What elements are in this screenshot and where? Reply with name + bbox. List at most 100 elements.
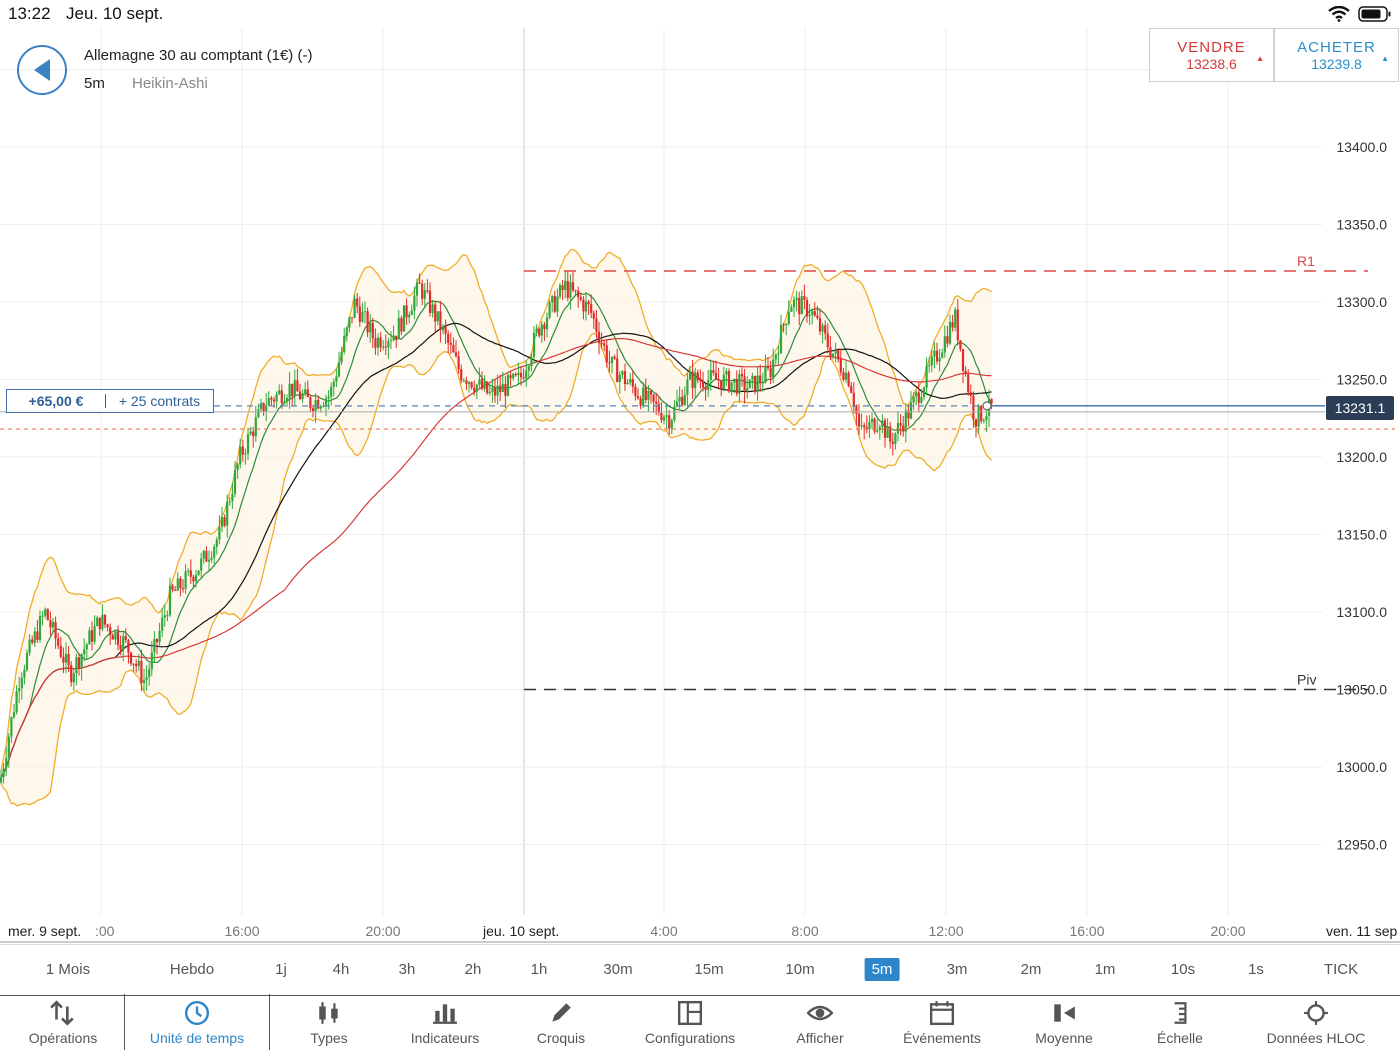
candle-body [254, 417, 257, 437]
buy-button[interactable]: ACHETER 13239.8 ▲ [1274, 28, 1399, 82]
candle-body [465, 380, 468, 384]
bar-chart-icon [433, 1004, 457, 1024]
candle-body [402, 305, 406, 332]
tool-label: Unité de temps [149, 1030, 245, 1046]
candle-body [350, 317, 354, 319]
candle-body [311, 408, 315, 412]
timeframe-2m[interactable]: 2m [1021, 945, 1042, 995]
sell-button[interactable]: VENDRE 13238.6 ▲ [1149, 28, 1274, 82]
candle-body [722, 374, 725, 390]
x-tick-label: 12:00 [928, 923, 963, 939]
candle-body [774, 354, 777, 360]
timeframe-15m[interactable]: 15m [694, 945, 723, 995]
candle-body [215, 539, 218, 547]
tool-bar-chart[interactable]: Indicateurs [385, 996, 505, 1051]
candle-body [233, 470, 237, 494]
candle-body [413, 295, 416, 311]
candle-body [382, 346, 385, 348]
timeframe-30m[interactable]: 30m [603, 945, 632, 995]
candle-body [904, 410, 907, 432]
timeframe-1m[interactable]: 1m [1095, 945, 1116, 995]
candle-body [980, 405, 983, 422]
candle-body [114, 631, 117, 640]
candle-body [821, 325, 824, 332]
candle-body [457, 356, 460, 370]
candle-body [168, 585, 172, 616]
candle-body [181, 588, 185, 590]
x-tick-label: 20:00 [365, 923, 400, 939]
timeframe-1-mois[interactable]: 1 Mois [46, 945, 90, 995]
eye-icon [807, 1005, 833, 1021]
x-tick-label: mer. 9 sept. [8, 923, 81, 939]
candle-body [194, 575, 198, 582]
tool-average[interactable]: Moyenne [1004, 996, 1124, 1051]
position-label[interactable]: +65,00 € + 25 contrats [6, 389, 214, 413]
candle-body [707, 379, 710, 390]
tool-pencil[interactable]: Croquis [501, 996, 621, 1051]
timeframe-3m[interactable]: 3m [947, 945, 968, 995]
candle-body [384, 346, 387, 348]
tool-scale[interactable]: Échelle [1120, 996, 1240, 1051]
candle-body [246, 434, 250, 454]
status-time: 13:22 [8, 4, 51, 23]
candle-body [161, 617, 164, 631]
timeframe-1h[interactable]: 1h [531, 945, 548, 995]
candle-body [681, 396, 684, 405]
candle-body [766, 366, 770, 369]
price-chart[interactable]: 13400.0 13350.0 13300.0 13250.0 13200.0 13150… [0, 28, 1400, 944]
timeframe-1s[interactable]: 1s [1248, 945, 1264, 995]
candle-body [356, 298, 359, 307]
tool-clock[interactable]: Unité de temps [137, 996, 257, 1051]
tool-calendar[interactable]: Événements [882, 996, 1002, 1051]
status-icons [1328, 6, 1392, 22]
timeframe-hebdo[interactable]: Hebdo [170, 945, 214, 995]
candle-body [618, 374, 621, 382]
candle-body [348, 317, 351, 328]
timeframe-tick[interactable]: TICK [1324, 945, 1358, 995]
candle-body [636, 396, 640, 399]
candle-body [49, 620, 52, 628]
candle-body [878, 426, 881, 431]
timeframe-10s[interactable]: 10s [1171, 945, 1195, 995]
candle-body [725, 371, 728, 375]
candle-body [249, 431, 252, 435]
candle-body [587, 301, 590, 305]
candle-body [790, 306, 793, 312]
candle-body [12, 712, 16, 718]
candle-body [590, 304, 593, 313]
timeframe-4h[interactable]: 4h [333, 945, 350, 995]
timeframe-2h[interactable]: 2h [465, 945, 482, 995]
candle-body [337, 362, 341, 377]
back-button[interactable] [17, 45, 67, 95]
candle-body [122, 636, 125, 650]
tool-label: Moyenne [1035, 1030, 1093, 1046]
candle-body [155, 639, 159, 643]
candle-body [894, 433, 897, 444]
candle-body [514, 373, 517, 376]
candle-body [941, 352, 944, 358]
timeframe-label: TICK [1323, 961, 1359, 978]
candle-body [959, 340, 962, 350]
timeframe-5m[interactable]: 5m [864, 945, 900, 995]
candle-body [704, 387, 707, 390]
tool-operations[interactable]: Opérations [3, 996, 123, 1051]
timeframe-10m[interactable]: 10m [785, 945, 814, 995]
timeframe-1j[interactable]: 1j [275, 945, 287, 995]
candle-body [371, 322, 374, 339]
tool-candlestick-types[interactable]: Types [269, 996, 389, 1051]
candle-body [54, 621, 57, 639]
candle-body [272, 399, 276, 402]
tool-crosshair[interactable]: Données HLOC [1256, 996, 1376, 1051]
candle-body [486, 381, 489, 394]
candle-body [317, 399, 320, 409]
candle-body [907, 410, 910, 419]
candle-body [142, 679, 146, 684]
tool-layout[interactable]: Configurations [630, 996, 750, 1051]
candle-body [423, 290, 426, 299]
tool-label: Événements [903, 1030, 981, 1046]
candle-body [694, 372, 697, 389]
candle-body [319, 406, 322, 409]
candle-body [951, 322, 954, 328]
timeframe-3h[interactable]: 3h [399, 945, 416, 995]
tool-eye[interactable]: Afficher [760, 996, 880, 1051]
